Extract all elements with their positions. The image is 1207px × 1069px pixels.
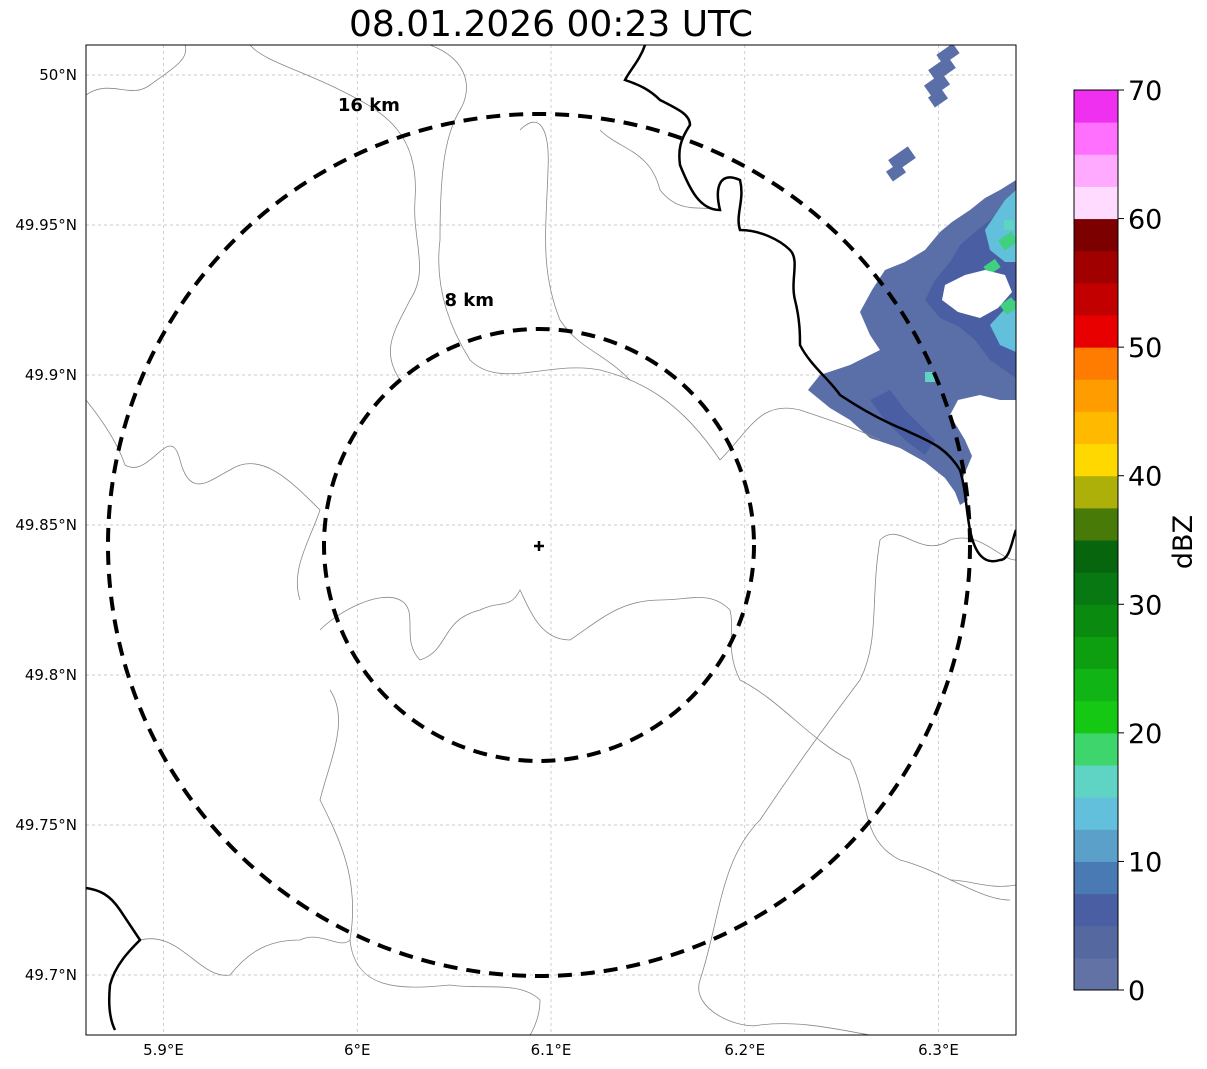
border-line-north-2 <box>249 45 420 381</box>
border-line-east <box>879 533 1016 561</box>
lon-tick-label: 6.2°E <box>724 1041 765 1059</box>
colorbar-swatch <box>1074 797 1118 830</box>
lat-tick-label: 49.85°N <box>15 516 77 534</box>
colorbar-swatch <box>1074 315 1118 348</box>
lon-tick-label: 6°E <box>344 1041 371 1059</box>
colorbar-swatch <box>1074 379 1118 412</box>
colorbar-swatch <box>1074 475 1118 509</box>
border-line-east-2 <box>698 539 881 1035</box>
colorbar: 0 10 20 30 40 50 60 70 dBZ <box>1073 76 1199 1007</box>
border-line-northeast-thin <box>599 129 721 211</box>
border-line-north-3 <box>429 45 721 461</box>
colorbar-tick-label: 10 <box>1128 847 1162 878</box>
colorbar-swatches <box>1074 90 1118 991</box>
map-frame <box>85 44 1017 1036</box>
border-line-center-north <box>519 121 631 381</box>
lon-tick-label: 6.1°E <box>531 1041 572 1059</box>
colorbar-swatch <box>1074 925 1118 959</box>
echo-cell-northeast-top <box>886 45 960 182</box>
range-ring-8km <box>322 327 756 763</box>
map-title: 08.01.2026 00:23 UTC <box>348 4 754 45</box>
colorbar-tick-label: 60 <box>1128 205 1162 236</box>
national-border <box>86 45 1016 1031</box>
colorbar-swatch <box>1074 540 1118 573</box>
lat-tick-label: 49.75°N <box>15 816 77 834</box>
lat-tick-label: 49.8°N <box>25 666 77 684</box>
border-line-east-3 <box>719 407 881 461</box>
colorbar-tick-label: 40 <box>1128 462 1162 493</box>
colorbar-tick-label: 20 <box>1128 719 1162 750</box>
colorbar-swatch <box>1074 250 1118 284</box>
border-line-west <box>86 399 321 601</box>
border-line-south-1 <box>319 689 541 1035</box>
echo-hole <box>942 270 1012 318</box>
colorbar-swatch <box>1074 411 1118 445</box>
gridlines <box>86 45 1016 1035</box>
colorbar-swatch <box>1074 282 1118 316</box>
echo-teal-fringe <box>925 220 1014 382</box>
border-line-north <box>86 45 187 96</box>
colorbar-swatch <box>1074 765 1118 798</box>
range-rings <box>106 112 972 978</box>
ring-label-16km: 16 km <box>338 95 400 116</box>
colorbar-swatch <box>1074 829 1118 862</box>
colorbar-swatch <box>1074 893 1118 927</box>
colorbar-swatch <box>1074 957 1118 991</box>
border-line-se-fork <box>949 879 1016 887</box>
colorbar-swatch <box>1074 347 1118 380</box>
lat-tick-label: 49.95°N <box>15 216 77 234</box>
colorbar-swatch <box>1074 443 1118 477</box>
colorbar-swatch <box>1074 636 1118 670</box>
colorbar-swatch <box>1074 186 1118 220</box>
national-border-east <box>623 45 1016 563</box>
lat-tick-label: 50°N <box>39 66 77 84</box>
latitude-tick-labels: 49.7°N 49.75°N 49.8°N 49.85°N 49.9°N 49.95°N 5… <box>15 66 77 984</box>
colorbar-swatch <box>1074 507 1118 541</box>
colorbar-swatch <box>1074 604 1118 637</box>
range-ring-16km <box>106 112 972 978</box>
border-line-south-river <box>319 589 741 681</box>
border-line-southeast <box>739 679 1011 901</box>
colorbar-swatch <box>1074 700 1118 734</box>
longitude-tick-labels: 5.9°E 6°E 6.1°E 6.2°E 6.3°E <box>143 1041 959 1059</box>
border-line-south-2 <box>139 936 351 976</box>
colorbar-tick-label: 50 <box>1128 333 1162 364</box>
radar-site-marker <box>534 541 544 551</box>
ring-label-8km: 8 km <box>444 290 494 311</box>
lon-tick-label: 6.3°E <box>918 1041 959 1059</box>
lat-tick-label: 49.9°N <box>25 366 77 384</box>
colorbar-swatch <box>1074 154 1118 187</box>
colorbar-swatch <box>1074 668 1118 702</box>
colorbar-frame <box>1073 89 1119 991</box>
colorbar-tick-label: 30 <box>1128 590 1162 621</box>
colorbar-label: dBZ <box>1168 515 1199 569</box>
admin-borders <box>86 45 1016 1035</box>
colorbar-swatch <box>1074 90 1118 123</box>
colorbar-swatch <box>1074 218 1118 252</box>
lat-tick-label: 49.7°N <box>25 966 77 984</box>
national-border-southwest <box>86 886 142 1031</box>
colorbar-swatch <box>1074 572 1118 605</box>
colorbar-swatch <box>1074 122 1118 155</box>
colorbar-tick-labels: 0 10 20 30 40 50 60 70 <box>1118 76 1162 1007</box>
colorbar-tick-label: 0 <box>1128 976 1145 1007</box>
colorbar-tick-label: 70 <box>1128 76 1162 107</box>
colorbar-swatch <box>1074 732 1118 766</box>
lon-tick-label: 5.9°E <box>143 1041 184 1059</box>
colorbar-swatch <box>1074 861 1118 895</box>
radar-echo-layer <box>808 45 1016 505</box>
